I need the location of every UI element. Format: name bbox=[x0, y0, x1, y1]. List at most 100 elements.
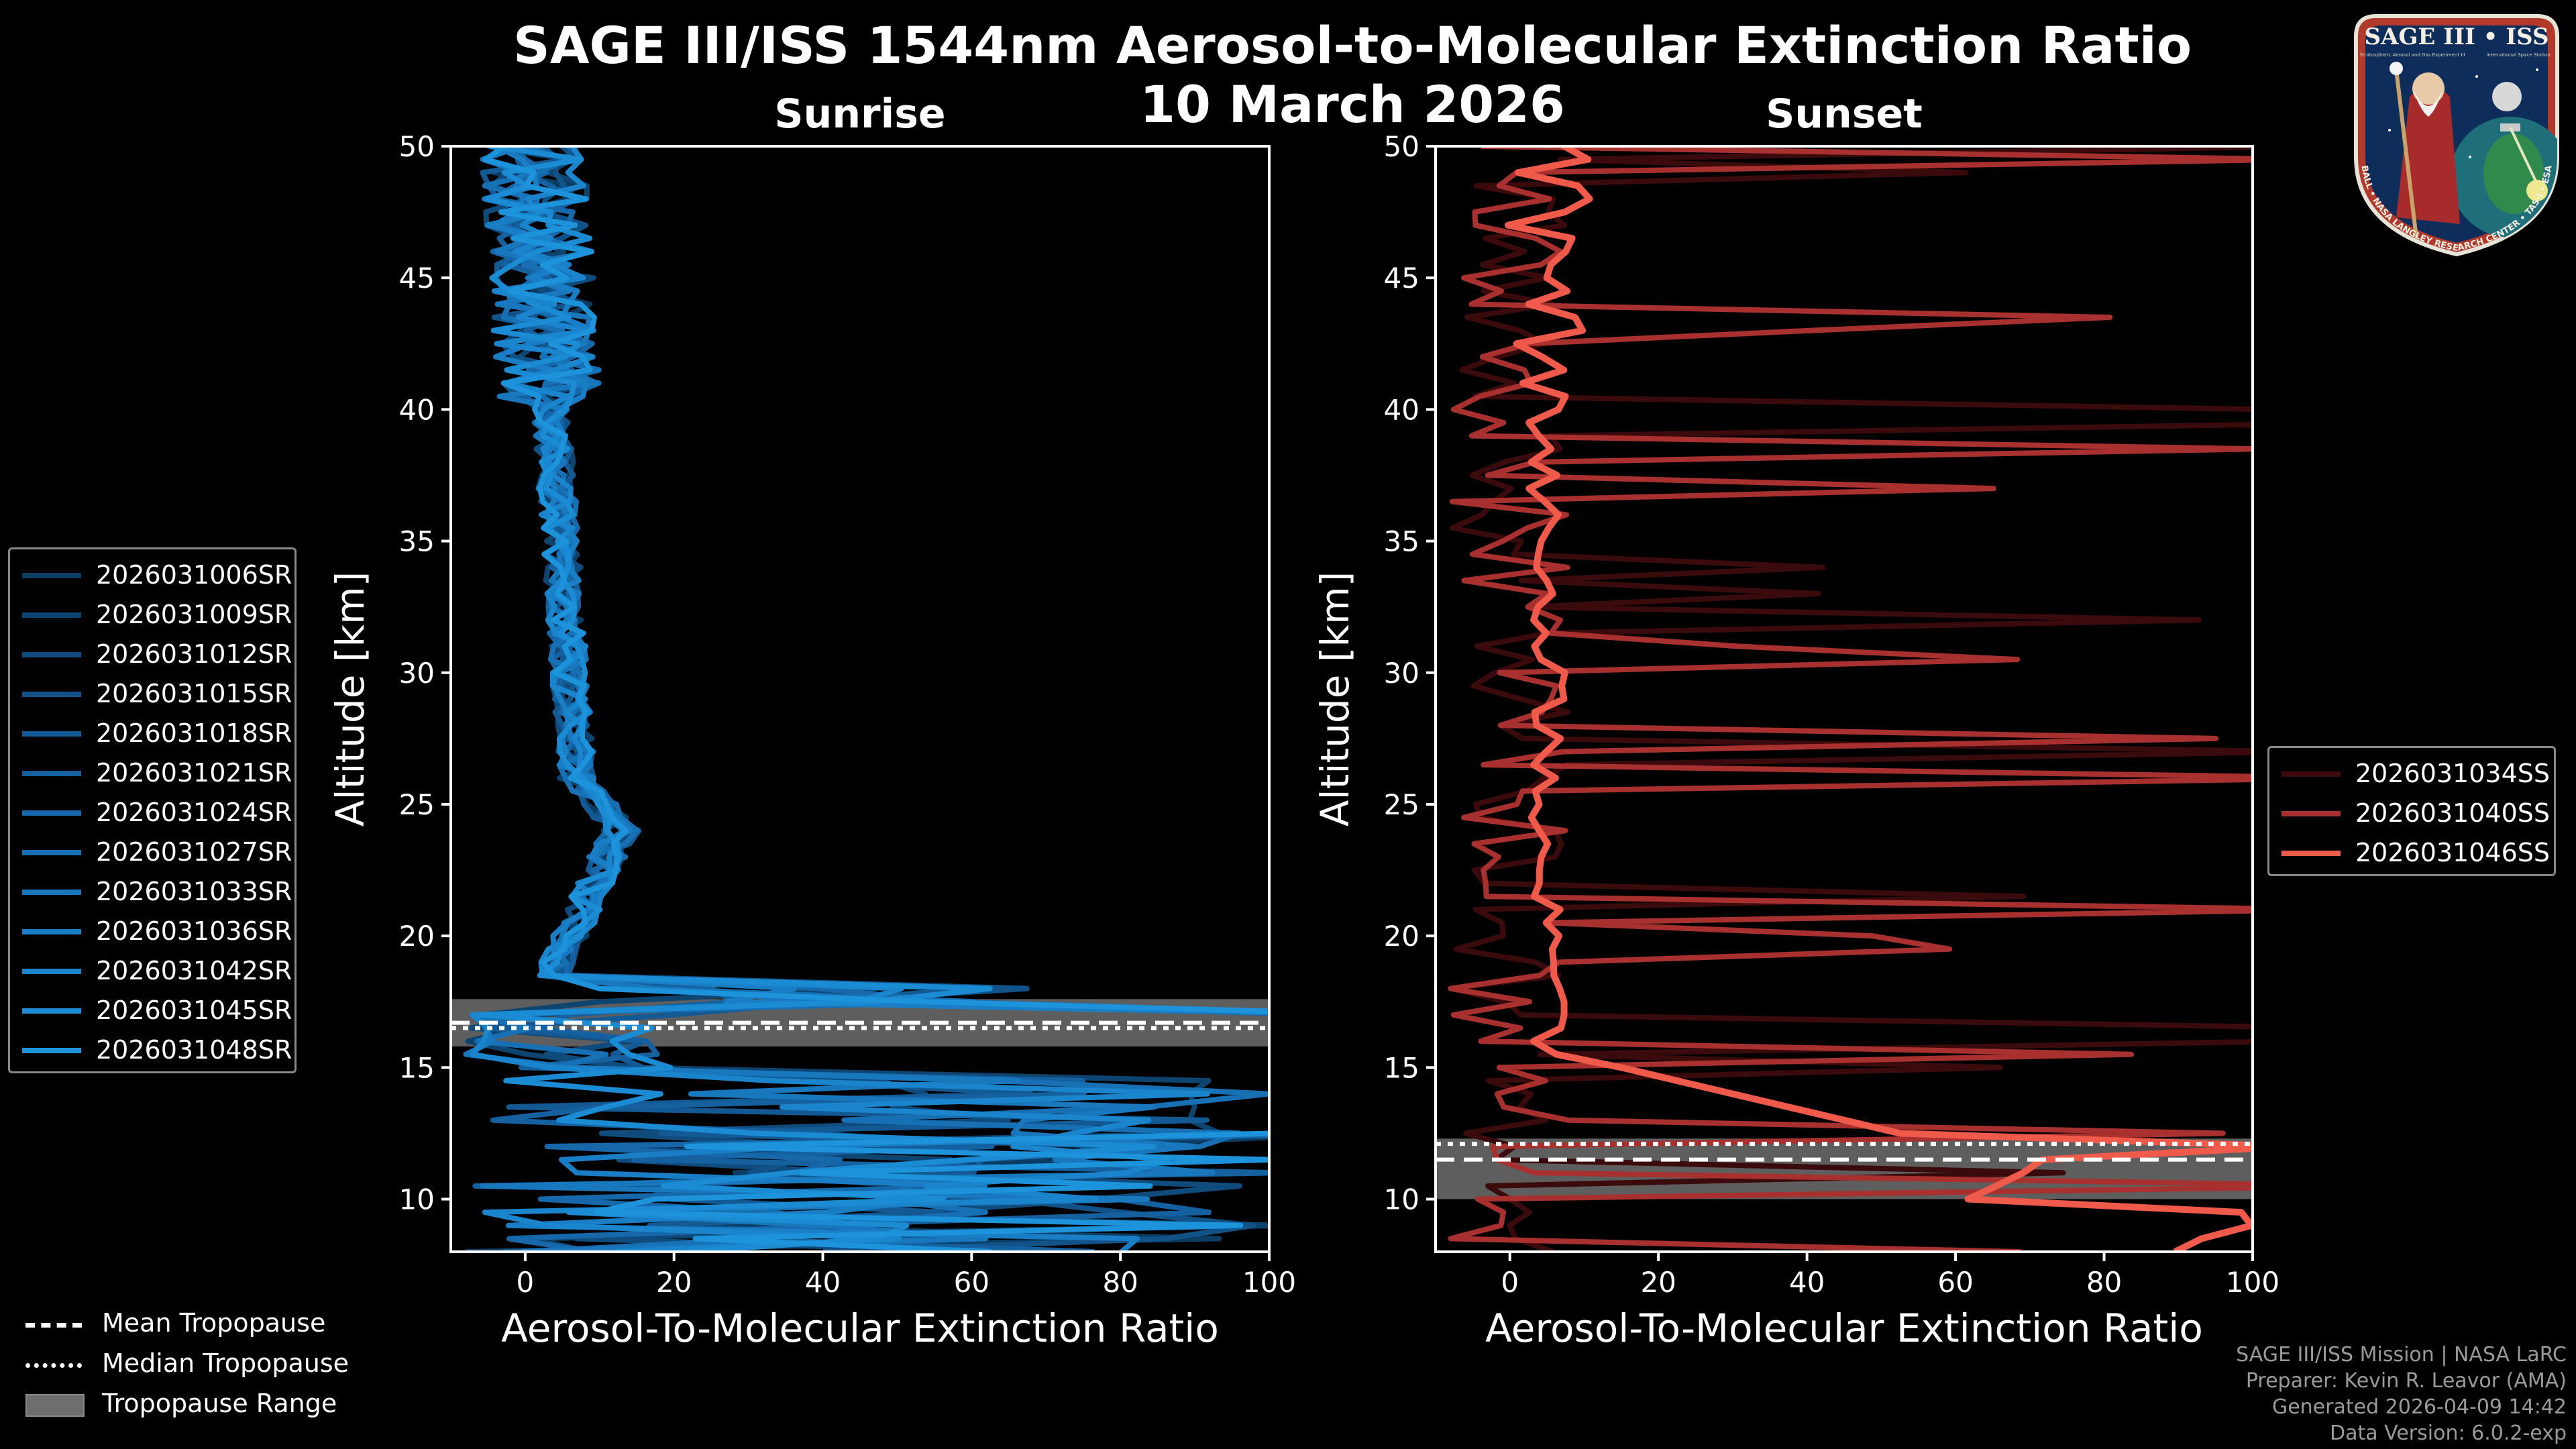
legend-entry-2026031045SR: 2026031045SR bbox=[10, 990, 294, 1029]
legend-swatch bbox=[22, 652, 81, 657]
legend-entry-2026031024SR: 2026031024SR bbox=[10, 792, 294, 831]
legend-swatch bbox=[22, 771, 81, 776]
sunrise-panel: 0 20 40 60 80 100 10 15 20 25 30 35 40 45 50 Sunrise Aer… bbox=[327, 91, 1296, 1351]
tropopause-legend-label: Mean Tropopause bbox=[102, 1308, 326, 1338]
y-tick-label: 25 bbox=[399, 788, 435, 821]
x-tick-label: 100 bbox=[1242, 1266, 1296, 1299]
sage-iss-logo: SAGE III • ISS Stratospheric Aerosol and… bbox=[2354, 14, 2559, 257]
legend-entry-2026031036SR: 2026031036SR bbox=[10, 911, 294, 950]
credit-line: Data Version: 6.0.2-exp bbox=[2329, 1421, 2567, 1445]
tropopause-legend-label: Median Tropopause bbox=[102, 1348, 349, 1378]
legend-label: 2026031046SS bbox=[2355, 838, 2551, 867]
legend-entry-2026031046SS: 2026031046SS bbox=[2269, 833, 2554, 871]
legend-swatch bbox=[2282, 811, 2341, 816]
plot-frame bbox=[449, 145, 1271, 1253]
legend-entry-2026031040SS: 2026031040SS bbox=[2269, 793, 2554, 832]
y-tick-label: 45 bbox=[1384, 262, 1419, 294]
legend-swatch bbox=[22, 1048, 81, 1053]
y-tick-label: 50 bbox=[1384, 130, 1419, 163]
plot-frame bbox=[1434, 145, 2254, 1253]
y-tick-label: 35 bbox=[399, 525, 435, 558]
legend-entry-2026031027SR: 2026031027SR bbox=[10, 832, 294, 871]
y-tick-label: 40 bbox=[399, 393, 435, 426]
x-tick-label: 40 bbox=[1789, 1266, 1825, 1299]
y-axis-label: Altitude [km] bbox=[1312, 572, 1358, 826]
legend-swatch bbox=[22, 573, 81, 578]
legend-label: 2026031040SS bbox=[2355, 798, 2551, 828]
y-tick-label: 15 bbox=[399, 1051, 435, 1084]
y-tick-label: 45 bbox=[399, 262, 435, 294]
x-tick-label: 60 bbox=[1937, 1266, 1973, 1299]
legend-entry-2026031012SR: 2026031012SR bbox=[10, 634, 294, 673]
profile-line-2026031034SS bbox=[1448, 146, 2253, 1252]
profile-line-2026031046SS bbox=[1505, 146, 2253, 1252]
x-axis-label: Aerosol-To-Molecular Extinction Ratio bbox=[501, 1305, 1219, 1351]
y-tick-label: 10 bbox=[1384, 1183, 1419, 1216]
legend-entry-2026031018SR: 2026031018SR bbox=[10, 713, 294, 752]
y-tick-label: 15 bbox=[1384, 1051, 1419, 1084]
chart-title: SAGE III/ISS 1544nm Aerosol-to-Molecular… bbox=[513, 15, 2192, 75]
credit-line: SAGE III/ISS Mission | NASA LaRC bbox=[2236, 1343, 2567, 1366]
credits: SAGE III/ISS Mission | NASA LaRC Prepare… bbox=[2236, 1342, 2567, 1446]
legend-label: 2026031018SR bbox=[96, 718, 292, 748]
legend-entry-2026031042SR: 2026031042SR bbox=[10, 951, 294, 989]
legend-label: 2026031021SR bbox=[96, 758, 292, 788]
y-tick-label: 20 bbox=[1384, 920, 1419, 953]
tropopause-legend-entry: Median Tropopause bbox=[8, 1346, 411, 1383]
legend-swatch bbox=[22, 890, 81, 895]
panel-title: Sunset bbox=[1766, 91, 1923, 138]
sunrise-legend: 2026031006SR 2026031009SR 2026031012SR 2026… bbox=[8, 547, 297, 1073]
legend-swatch bbox=[22, 1008, 81, 1014]
tropopause-legend: Mean Tropopause Median Tropopause Tropopau… bbox=[8, 1305, 411, 1426]
y-tick-label: 30 bbox=[399, 657, 435, 690]
legend-swatch bbox=[22, 929, 81, 934]
legend-label: 2026031045SR bbox=[96, 996, 292, 1025]
sunset-panel: 0 20 40 60 80 100 10 15 20 25 30 35 40 45 50 Sunset Aero… bbox=[1312, 91, 2279, 1351]
logo-subtitle-right: International Space Station bbox=[2486, 52, 2550, 58]
legend-label: 2026031009SR bbox=[96, 600, 292, 629]
tropopause-legend-entry: Tropopause Range bbox=[8, 1386, 411, 1424]
chart-date: 10 March 2026 bbox=[1140, 74, 1565, 134]
y-tick-label: 40 bbox=[1384, 393, 1419, 426]
legend-entry-2026031033SR: 2026031033SR bbox=[10, 871, 294, 910]
tropopause-legend-entry: Mean Tropopause bbox=[8, 1305, 411, 1343]
legend-entry-2026031034SS: 2026031034SS bbox=[2269, 753, 2554, 792]
legend-swatch bbox=[22, 612, 81, 618]
y-tick-label: 10 bbox=[399, 1183, 435, 1216]
legend-swatch bbox=[22, 969, 81, 974]
y-axis-label: Altitude [km] bbox=[327, 572, 373, 826]
x-tick-label: 0 bbox=[1501, 1266, 1519, 1299]
legend-entry-2026031048SR: 2026031048SR bbox=[10, 1030, 294, 1069]
panel-title: Sunrise bbox=[774, 91, 945, 138]
legend-entry-2026031021SR: 2026031021SR bbox=[10, 753, 294, 792]
credit-line: Preparer: Kevin R. Leavor (AMA) bbox=[2245, 1369, 2567, 1393]
x-axis-label: Aerosol-To-Molecular Extinction Ratio bbox=[1485, 1305, 2203, 1351]
y-tick-label: 30 bbox=[1384, 657, 1419, 690]
legend-label: 2026031034SS bbox=[2355, 759, 2551, 788]
legend-label: 2026031048SR bbox=[96, 1035, 292, 1065]
legend-label: 2026031012SR bbox=[96, 639, 292, 669]
profile-line-2026031042SR bbox=[470, 146, 1210, 1252]
x-tick-label: 20 bbox=[656, 1266, 692, 1299]
y-tick-label: 25 bbox=[1384, 788, 1419, 821]
legend-label: 2026031027SR bbox=[96, 837, 292, 867]
legend-swatch bbox=[2282, 851, 2341, 856]
legend-entry-2026031009SR: 2026031009SR bbox=[10, 594, 294, 633]
x-tick-label: 40 bbox=[805, 1266, 841, 1299]
profile-line-2026031040SS bbox=[1448, 146, 2253, 1252]
y-tick-label: 35 bbox=[1384, 525, 1419, 558]
tropopause-legend-label: Tropopause Range bbox=[102, 1389, 337, 1418]
x-tick-label: 100 bbox=[2226, 1266, 2279, 1299]
x-tick-label: 0 bbox=[517, 1266, 535, 1299]
logo-subtitle-left: Stratospheric Aerosol and Gas Experiment… bbox=[2359, 52, 2465, 58]
legend-label: 2026031033SR bbox=[96, 877, 292, 906]
y-tick-label: 20 bbox=[399, 920, 435, 953]
legend-swatch bbox=[22, 850, 81, 855]
legend-label: 2026031036SR bbox=[96, 916, 292, 946]
legend-entry-2026031006SR: 2026031006SR bbox=[10, 555, 294, 594]
tropopause-legend-swatch bbox=[25, 1323, 82, 1328]
legend-swatch bbox=[22, 692, 81, 697]
profile-line-2026031048SR bbox=[482, 146, 1269, 1252]
legend-swatch bbox=[22, 810, 81, 816]
